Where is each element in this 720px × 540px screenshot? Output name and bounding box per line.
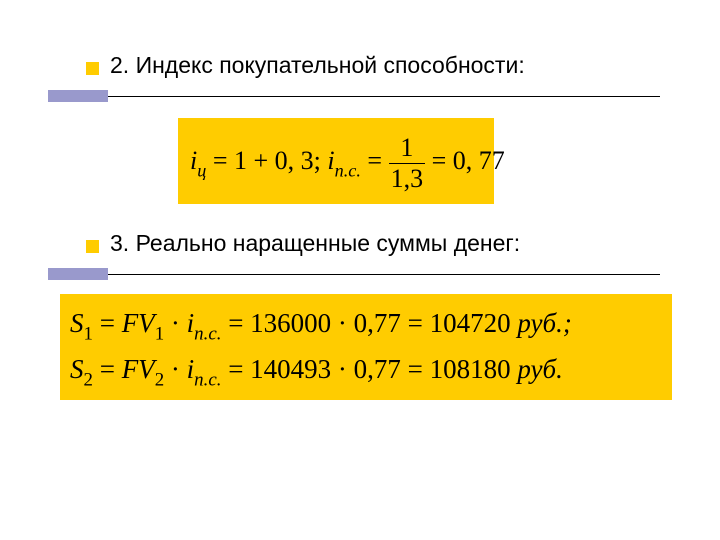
var-i-ps-l1: iп.с. xyxy=(187,308,222,338)
rule-1 xyxy=(108,96,660,97)
slide: 2. Индекс покупательной способности: iц … xyxy=(0,0,720,540)
eq-l2-c: = xyxy=(401,354,430,384)
formula-2-line-2: S2 = FV2 · iп.с. = 140493 · 0,77 = 10818… xyxy=(70,354,563,392)
dot-l1-2: · xyxy=(331,308,354,338)
num-l2-1: 140493 xyxy=(250,354,331,384)
eq-l1-c: = xyxy=(401,308,430,338)
fraction-den: 1,3 xyxy=(389,164,426,192)
fraction: 1 1,3 xyxy=(389,135,426,192)
var-S1: S1 xyxy=(70,308,93,338)
eq-l1-a: = xyxy=(93,308,122,338)
formula-box-1: iц = 1 + 0, 3; iп.с. = 1 1,3 = 0, 77 xyxy=(178,118,494,204)
bullet-square-1 xyxy=(86,62,99,75)
var-FV2: FV2 xyxy=(122,354,164,384)
var-i-ps: iп.с. xyxy=(327,146,361,175)
num-l1-1: 136000 xyxy=(250,308,331,338)
formula-2-line-1: S1 = FV1 · iп.с. = 136000 · 0,77 = 10472… xyxy=(70,308,572,346)
rule-2 xyxy=(108,274,660,275)
num-l2-2: 0,77 xyxy=(354,354,401,384)
heading-2: 3. Реально наращенные суммы денег: xyxy=(110,230,520,257)
var-i-ts: iц xyxy=(190,146,206,175)
formula-1: iц = 1 + 0, 3; iп.с. = 1 1,3 = 0, 77 xyxy=(190,126,505,205)
bullet-square-2 xyxy=(86,240,99,253)
dot-l2-1: · xyxy=(164,354,187,384)
fraction-num: 1 xyxy=(389,135,426,163)
eq-l2-b: = xyxy=(221,354,250,384)
unit-l1: руб.; xyxy=(511,308,572,338)
eq-l1-b: = xyxy=(221,308,250,338)
eq-text-1a: = 1 + 0, 3; xyxy=(206,146,327,175)
accent-bar-1 xyxy=(48,90,108,102)
res-l1: 104720 xyxy=(430,308,511,338)
eq-l2-a: = xyxy=(93,354,122,384)
var-S2: S2 xyxy=(70,354,93,384)
eq-text-1b: = xyxy=(361,146,389,175)
heading-1: 2. Индекс покупательной способности: xyxy=(110,52,525,79)
accent-bar-2 xyxy=(48,268,108,280)
eq-text-1c: = 0, 77 xyxy=(425,146,505,175)
dot-l1-1: · xyxy=(164,308,187,338)
unit-l2: руб. xyxy=(511,354,563,384)
res-l2: 108180 xyxy=(430,354,511,384)
num-l1-2: 0,77 xyxy=(354,308,401,338)
var-FV1: FV1 xyxy=(122,308,164,338)
var-i-ps-l2: iп.с. xyxy=(187,354,222,384)
formula-box-2: S1 = FV1 · iп.с. = 136000 · 0,77 = 10472… xyxy=(60,294,672,400)
dot-l2-2: · xyxy=(331,354,354,384)
